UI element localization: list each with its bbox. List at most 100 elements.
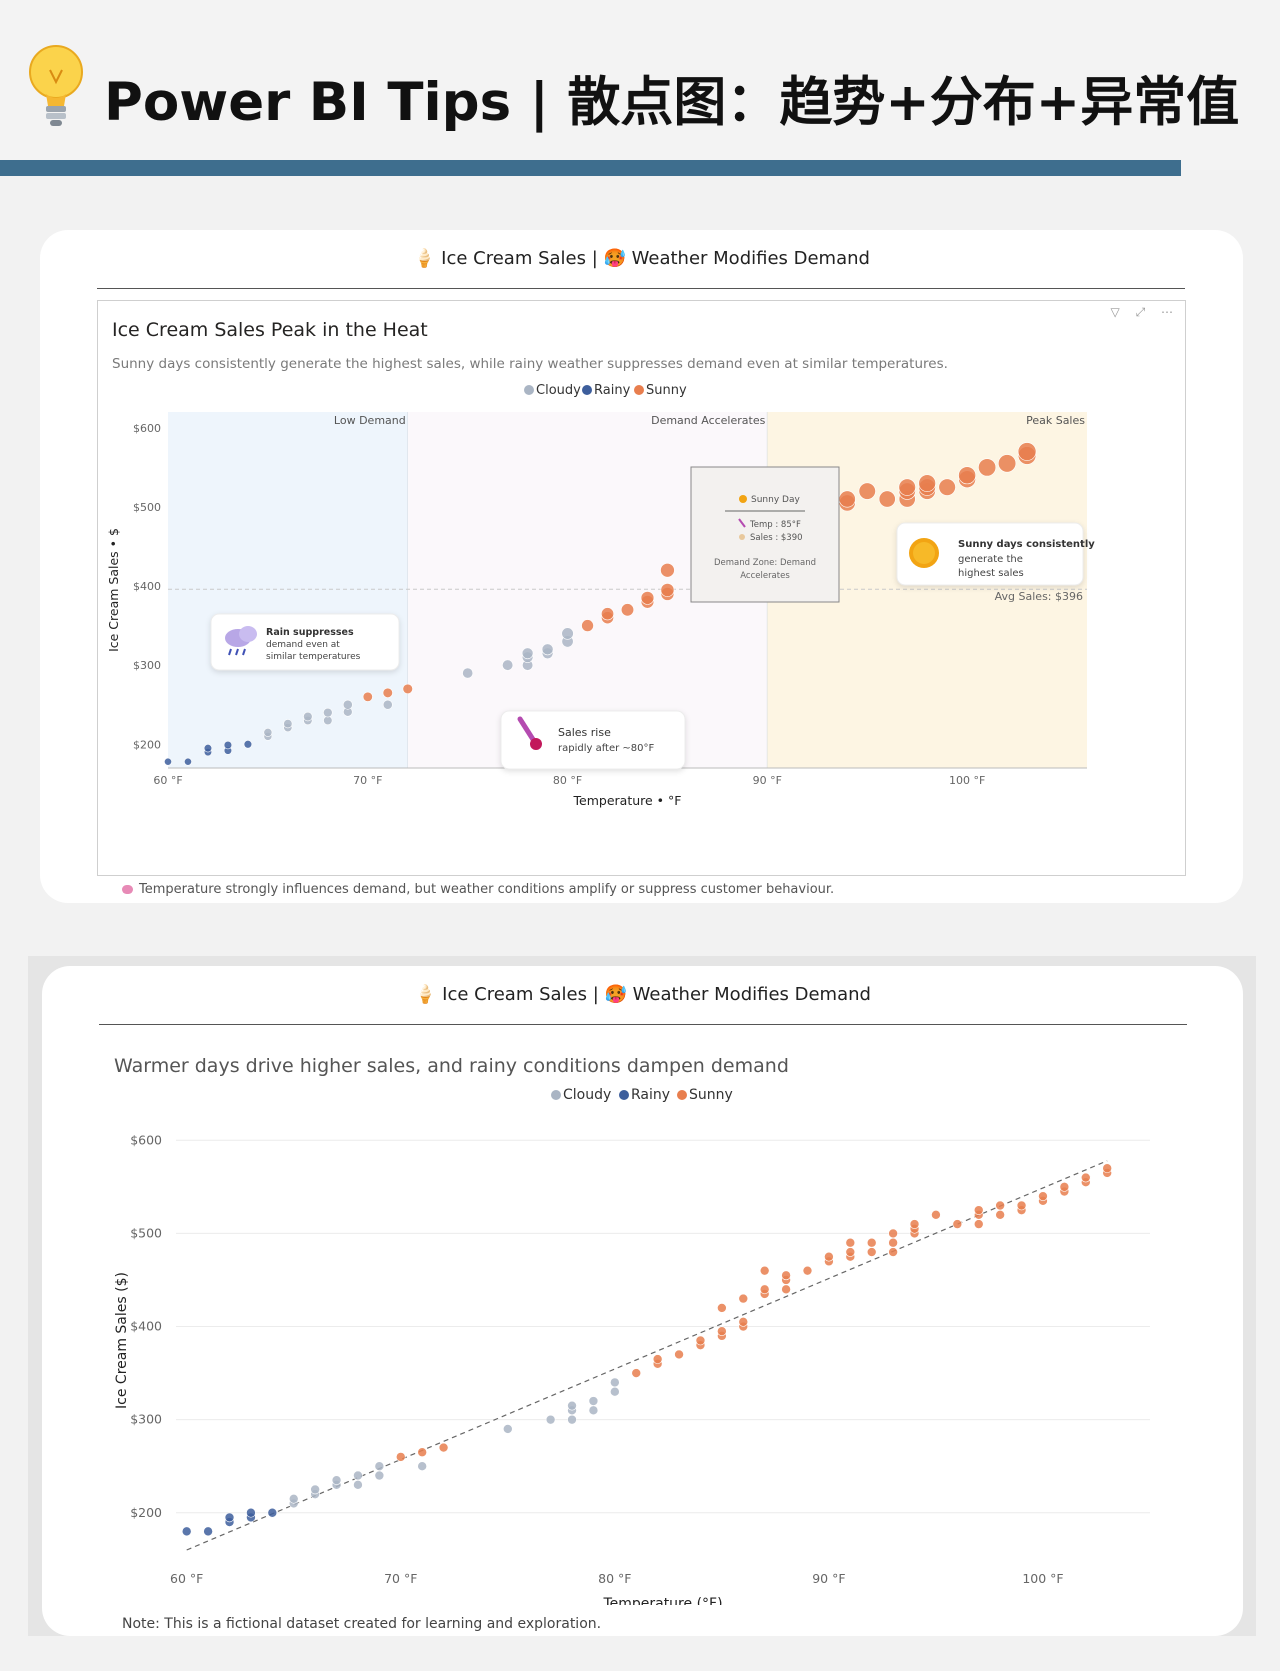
data-point-sunny[interactable] [824, 1251, 834, 1262]
data-point-sunny[interactable] [781, 1270, 791, 1281]
data-point-rainy[interactable] [203, 1526, 213, 1537]
data-point-sunny[interactable] [918, 474, 936, 492]
data-point-cloudy[interactable] [303, 711, 313, 722]
data-point-cloudy[interactable] [342, 699, 353, 710]
data-point-sunny[interactable] [802, 1265, 813, 1276]
data-point-sunny[interactable] [1038, 1191, 1048, 1201]
data-point-sunny[interactable] [674, 1349, 684, 1360]
data-point-sunny[interactable] [759, 1265, 770, 1276]
legend-label[interactable]: Rainy [631, 1087, 670, 1103]
data-point-rainy[interactable] [203, 744, 213, 753]
data-point-sunny[interactable] [1016, 1200, 1027, 1211]
legend-label[interactable]: Sunny [689, 1087, 733, 1103]
data-point-rainy[interactable] [164, 757, 172, 766]
data-point-sunny[interactable] [878, 490, 896, 508]
data-point-sunny[interactable] [581, 619, 594, 632]
data-point-sunny[interactable] [695, 1335, 706, 1346]
data-point-cloudy[interactable] [382, 699, 393, 710]
data-point-cloudy[interactable] [353, 1470, 363, 1481]
data-point-sunny[interactable] [382, 687, 393, 698]
data-point-sunny[interactable] [1059, 1182, 1070, 1192]
data-point-sunny[interactable] [898, 478, 916, 496]
data-point-sunny[interactable] [417, 1447, 427, 1458]
data-point-sunny[interactable] [620, 603, 635, 617]
data-point-sunny[interactable] [888, 1247, 898, 1257]
visual-header-icons[interactable]: ▽ ⤢ ⋯ [1110, 305, 1179, 319]
data-point-sunny[interactable] [931, 1210, 941, 1220]
legend-label[interactable]: Rainy [594, 383, 631, 398]
data-point-sunny[interactable] [1017, 442, 1037, 461]
data-point-sunny[interactable] [973, 1205, 984, 1215]
data-point-sunny[interactable] [838, 490, 856, 508]
data-point-rainy[interactable] [246, 1507, 256, 1518]
data-point-cloudy[interactable] [567, 1400, 577, 1411]
data-point-rainy[interactable] [224, 1512, 235, 1523]
data-point-cloudy[interactable] [541, 643, 554, 656]
data-point-cloudy[interactable] [588, 1396, 599, 1406]
data-point-sunny[interactable] [958, 466, 977, 485]
data-point-rainy[interactable] [181, 1526, 192, 1537]
data-point-sunny[interactable] [995, 1210, 1005, 1220]
data-point-cloudy[interactable] [567, 1414, 577, 1425]
data-point-sunny[interactable] [652, 1354, 663, 1364]
data-point-cloudy[interactable] [588, 1405, 599, 1416]
data-point-sunny[interactable] [978, 458, 997, 477]
data-point-cloudy[interactable] [545, 1414, 556, 1425]
data-point-sunny[interactable] [888, 1237, 898, 1248]
data-point-sunny[interactable] [631, 1368, 642, 1378]
data-point-sunny[interactable] [601, 607, 615, 621]
data-point-cloudy[interactable] [288, 1493, 299, 1504]
data-point-cloudy[interactable] [610, 1377, 620, 1388]
data-point-sunny[interactable] [938, 478, 956, 496]
scatter-chart-1[interactable]: Low Demand Demand Accelerates Peak Sales $… [98, 301, 1185, 875]
data-point-sunny[interactable] [362, 691, 373, 702]
data-point-sunny[interactable] [640, 591, 655, 605]
scatter-chart-2[interactable]: $200 $300 $400 $500 $600 60 °F 70 °F 80 °F 90 °F… [90, 1085, 1230, 1605]
data-point-rainy[interactable] [184, 757, 192, 766]
data-point-sunny[interactable] [660, 562, 675, 578]
data-point-sunny[interactable] [866, 1237, 877, 1248]
data-point-cloudy[interactable] [310, 1484, 320, 1495]
legend-label[interactable]: Cloudy [563, 1087, 611, 1103]
data-point-sunny[interactable] [759, 1284, 770, 1295]
data-point-cloudy[interactable] [283, 719, 293, 729]
data-point-cloudy[interactable] [323, 707, 333, 718]
data-point-cloudy[interactable] [323, 715, 333, 726]
data-point-rainy[interactable] [243, 740, 253, 749]
data-point-sunny[interactable] [402, 683, 413, 695]
data-point-sunny[interactable] [858, 482, 876, 500]
data-point-sunny[interactable] [660, 583, 675, 597]
data-point-sunny[interactable] [738, 1317, 749, 1327]
data-point-cloudy[interactable] [502, 659, 514, 671]
data-point-sunny[interactable] [438, 1442, 449, 1453]
data-point-sunny[interactable] [866, 1247, 877, 1257]
data-point-cloudy[interactable] [503, 1424, 513, 1434]
data-point-cloudy[interactable] [374, 1470, 385, 1481]
data-point-sunny[interactable] [717, 1303, 727, 1313]
legend-label[interactable]: Sunny [646, 383, 687, 398]
visual-container[interactable]: Ice Cream Sales Peak in the Heat Sunny d… [97, 300, 1186, 876]
legend-label[interactable]: Cloudy [536, 383, 581, 398]
data-point-sunny[interactable] [952, 1219, 963, 1229]
data-point-sunny[interactable] [717, 1326, 727, 1336]
data-point-sunny[interactable] [1080, 1172, 1091, 1183]
data-point-sunny[interactable] [909, 1219, 920, 1229]
data-point-sunny[interactable] [845, 1247, 856, 1257]
data-point-cloudy[interactable] [561, 627, 574, 640]
data-point-rainy[interactable] [223, 740, 233, 750]
data-point-sunny[interactable] [888, 1228, 898, 1239]
data-point-cloudy[interactable] [374, 1461, 385, 1472]
data-point-sunny[interactable] [997, 454, 1017, 473]
data-point-sunny[interactable] [395, 1452, 406, 1462]
data-point-sunny[interactable] [738, 1293, 749, 1304]
data-point-cloudy[interactable] [610, 1386, 620, 1397]
data-point-cloudy[interactable] [417, 1461, 427, 1472]
data-point-sunny[interactable] [995, 1200, 1005, 1211]
data-point-sunny[interactable] [973, 1219, 984, 1229]
data-point-sunny[interactable] [845, 1237, 856, 1248]
data-point-cloudy[interactable] [521, 647, 534, 660]
data-point-cloudy[interactable] [353, 1480, 363, 1490]
data-point-rainy[interactable] [267, 1507, 278, 1518]
data-point-sunny[interactable] [1102, 1163, 1112, 1174]
data-point-sunny[interactable] [781, 1284, 791, 1295]
